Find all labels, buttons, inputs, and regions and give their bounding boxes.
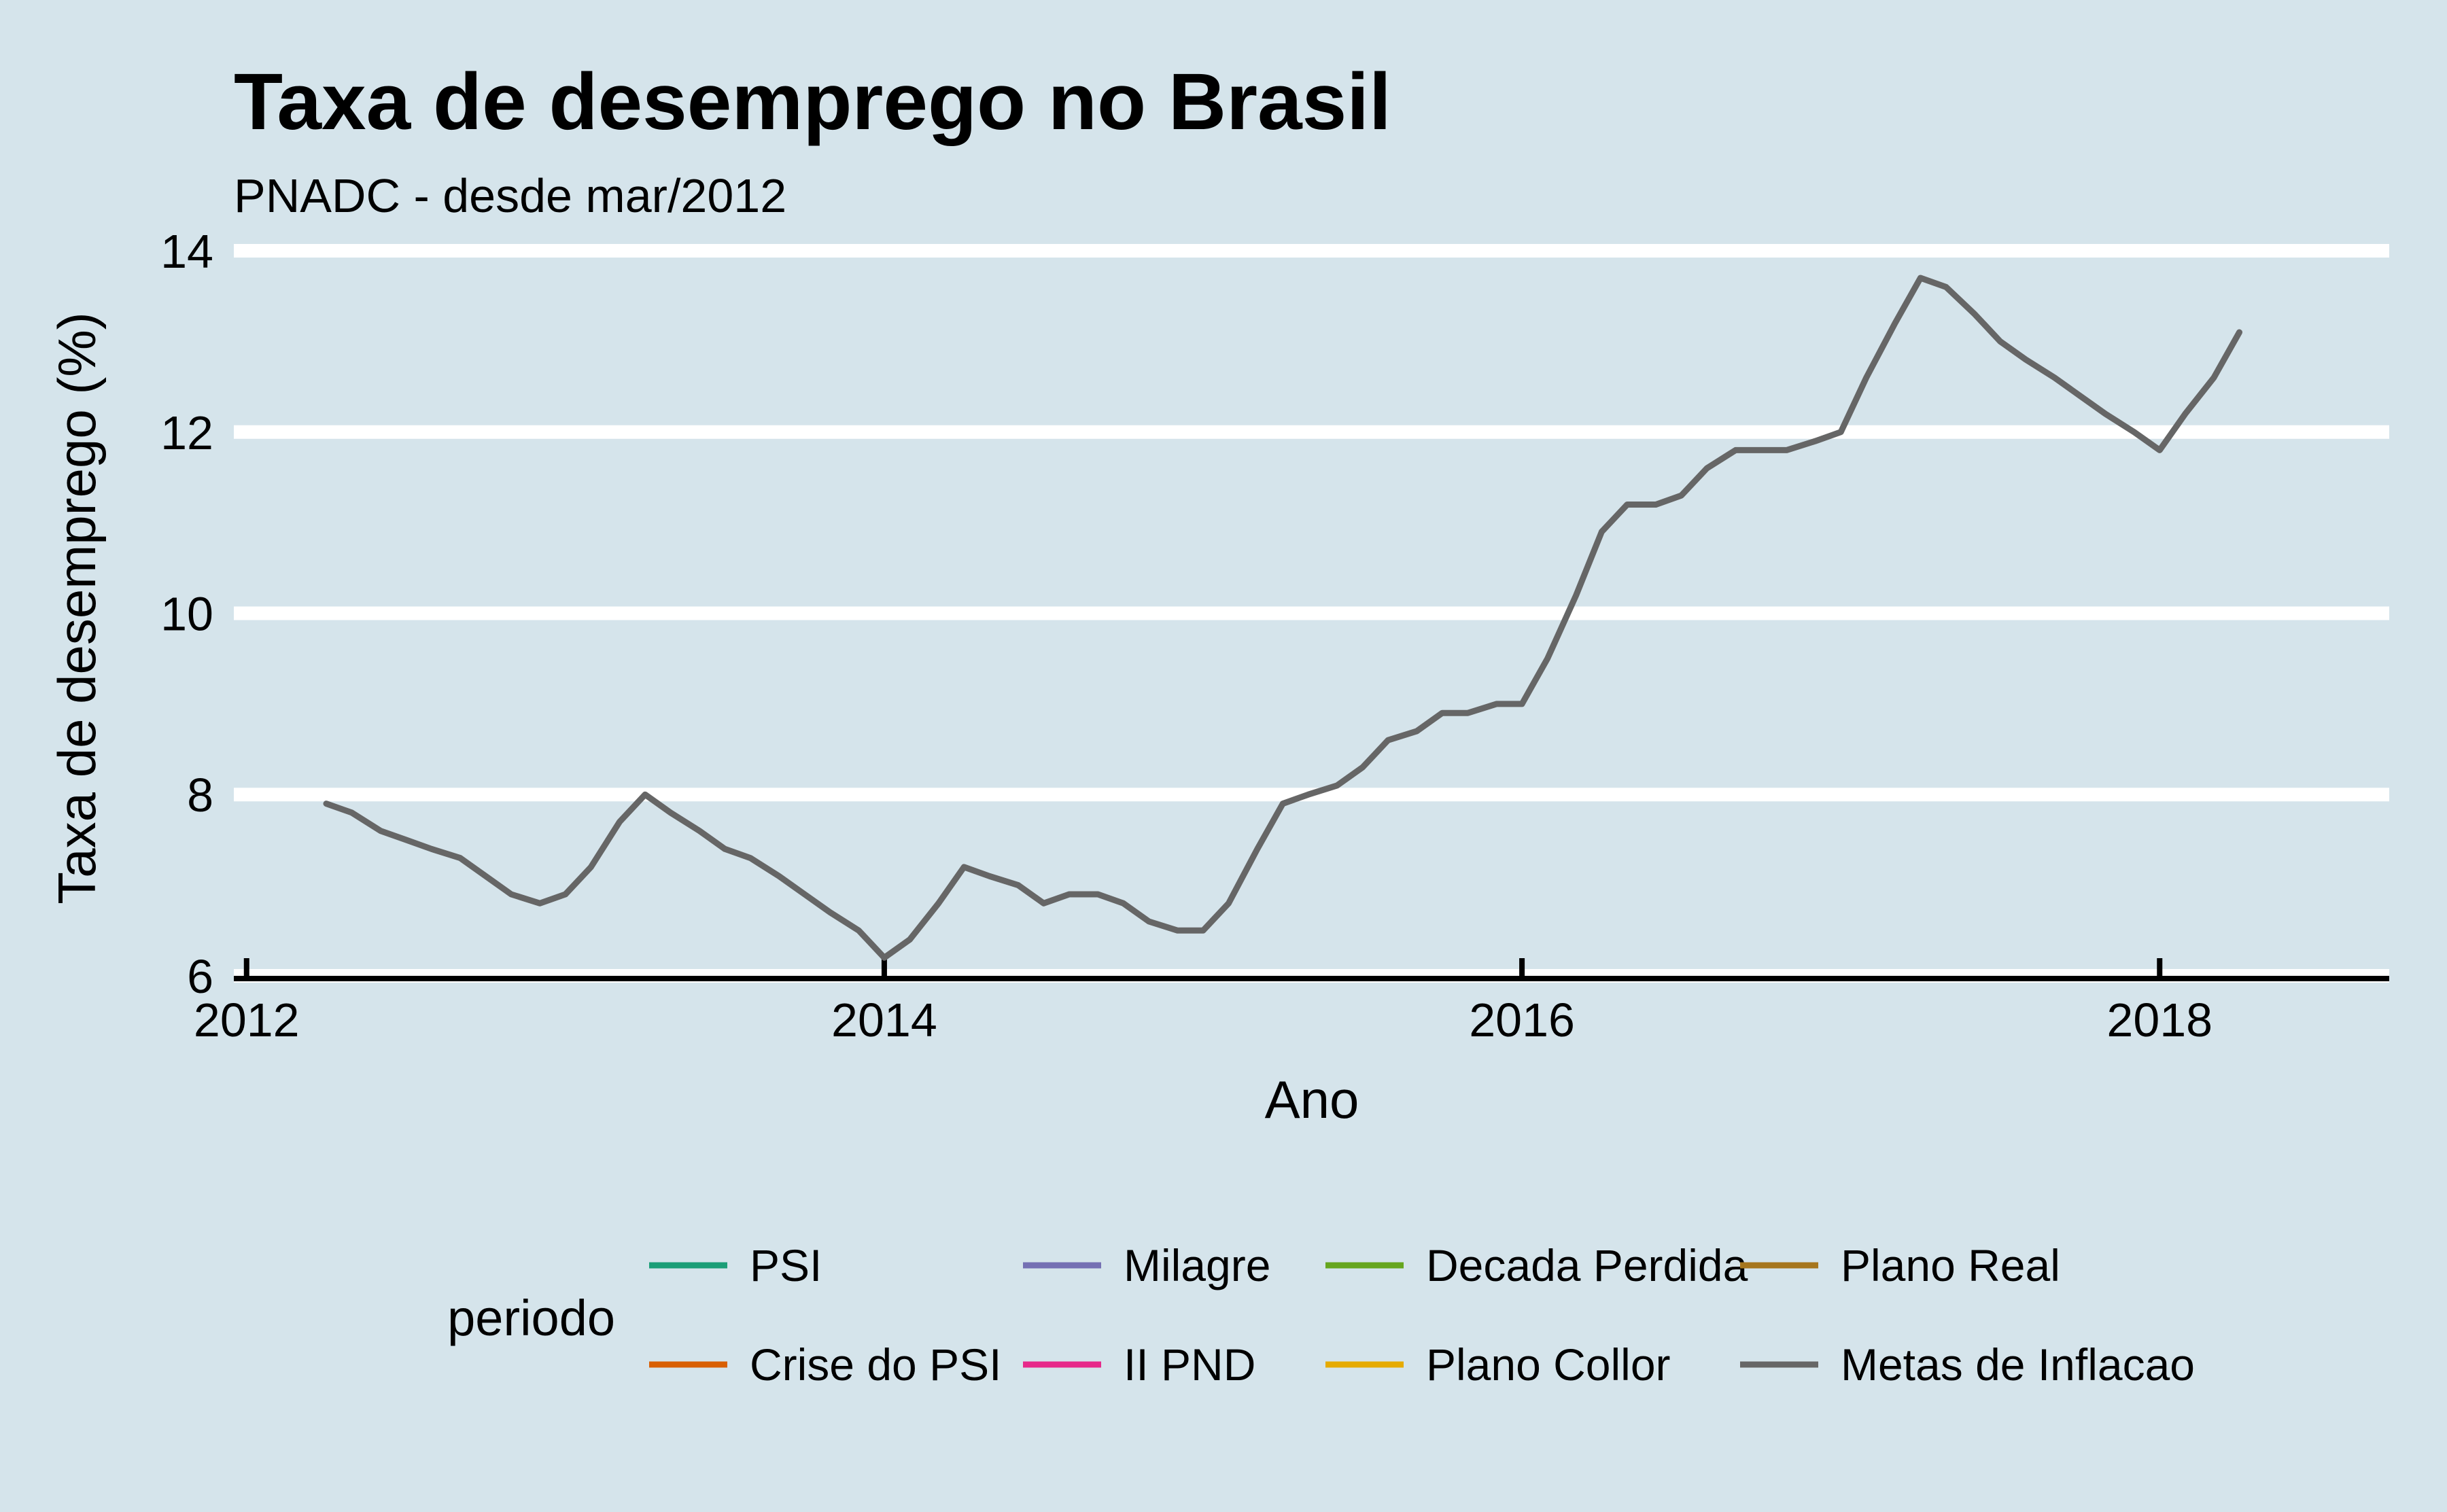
series-line-0 (323, 275, 2242, 961)
legend-label-0: PSI (750, 1240, 822, 1290)
y-tick-label-14: 14 (160, 225, 213, 278)
legend-label-5: Plano Collor (1426, 1339, 1671, 1390)
chart-title: Taxa de desemprego no Brasil (234, 57, 1391, 147)
legend-label-3: II PND (1124, 1339, 1255, 1390)
gridlines (234, 244, 2389, 983)
legend-label-4: Decada Perdida (1426, 1240, 1748, 1290)
legend-label-1: Crise do PSI (750, 1339, 1001, 1390)
x-axis-title: Ano (1265, 1070, 1359, 1129)
y-axis-title: Taxa de desemprego (%) (47, 312, 107, 904)
x-tick-label-2014: 2014 (831, 994, 937, 1047)
legend-label-2: Milagre (1124, 1240, 1270, 1290)
x-tick-label-2016: 2016 (1469, 994, 1575, 1047)
y-tick-label-6: 6 (187, 950, 213, 1003)
legend: periodo PSI Crise do PSI Milagre II PND Deca… (447, 1240, 2195, 1390)
legend-title: periodo (447, 1290, 615, 1346)
series-lines (323, 275, 2242, 961)
legend-label-7: Metas de Inflacao (1841, 1339, 2195, 1390)
y-tick-label-10: 10 (160, 588, 213, 641)
x-tick-label-2012: 2012 (194, 994, 300, 1047)
axes: 6 8 10 12 14 2012 2014 2016 2018 (160, 225, 2389, 1047)
y-tick-label-12: 12 (160, 406, 213, 459)
y-tick-label-8: 8 (187, 769, 213, 822)
legend-label-6: Plano Real (1841, 1240, 2060, 1290)
x-tick-label-2018: 2018 (2106, 994, 2212, 1047)
chart-subtitle: PNADC - desde mar/2012 (234, 169, 787, 222)
